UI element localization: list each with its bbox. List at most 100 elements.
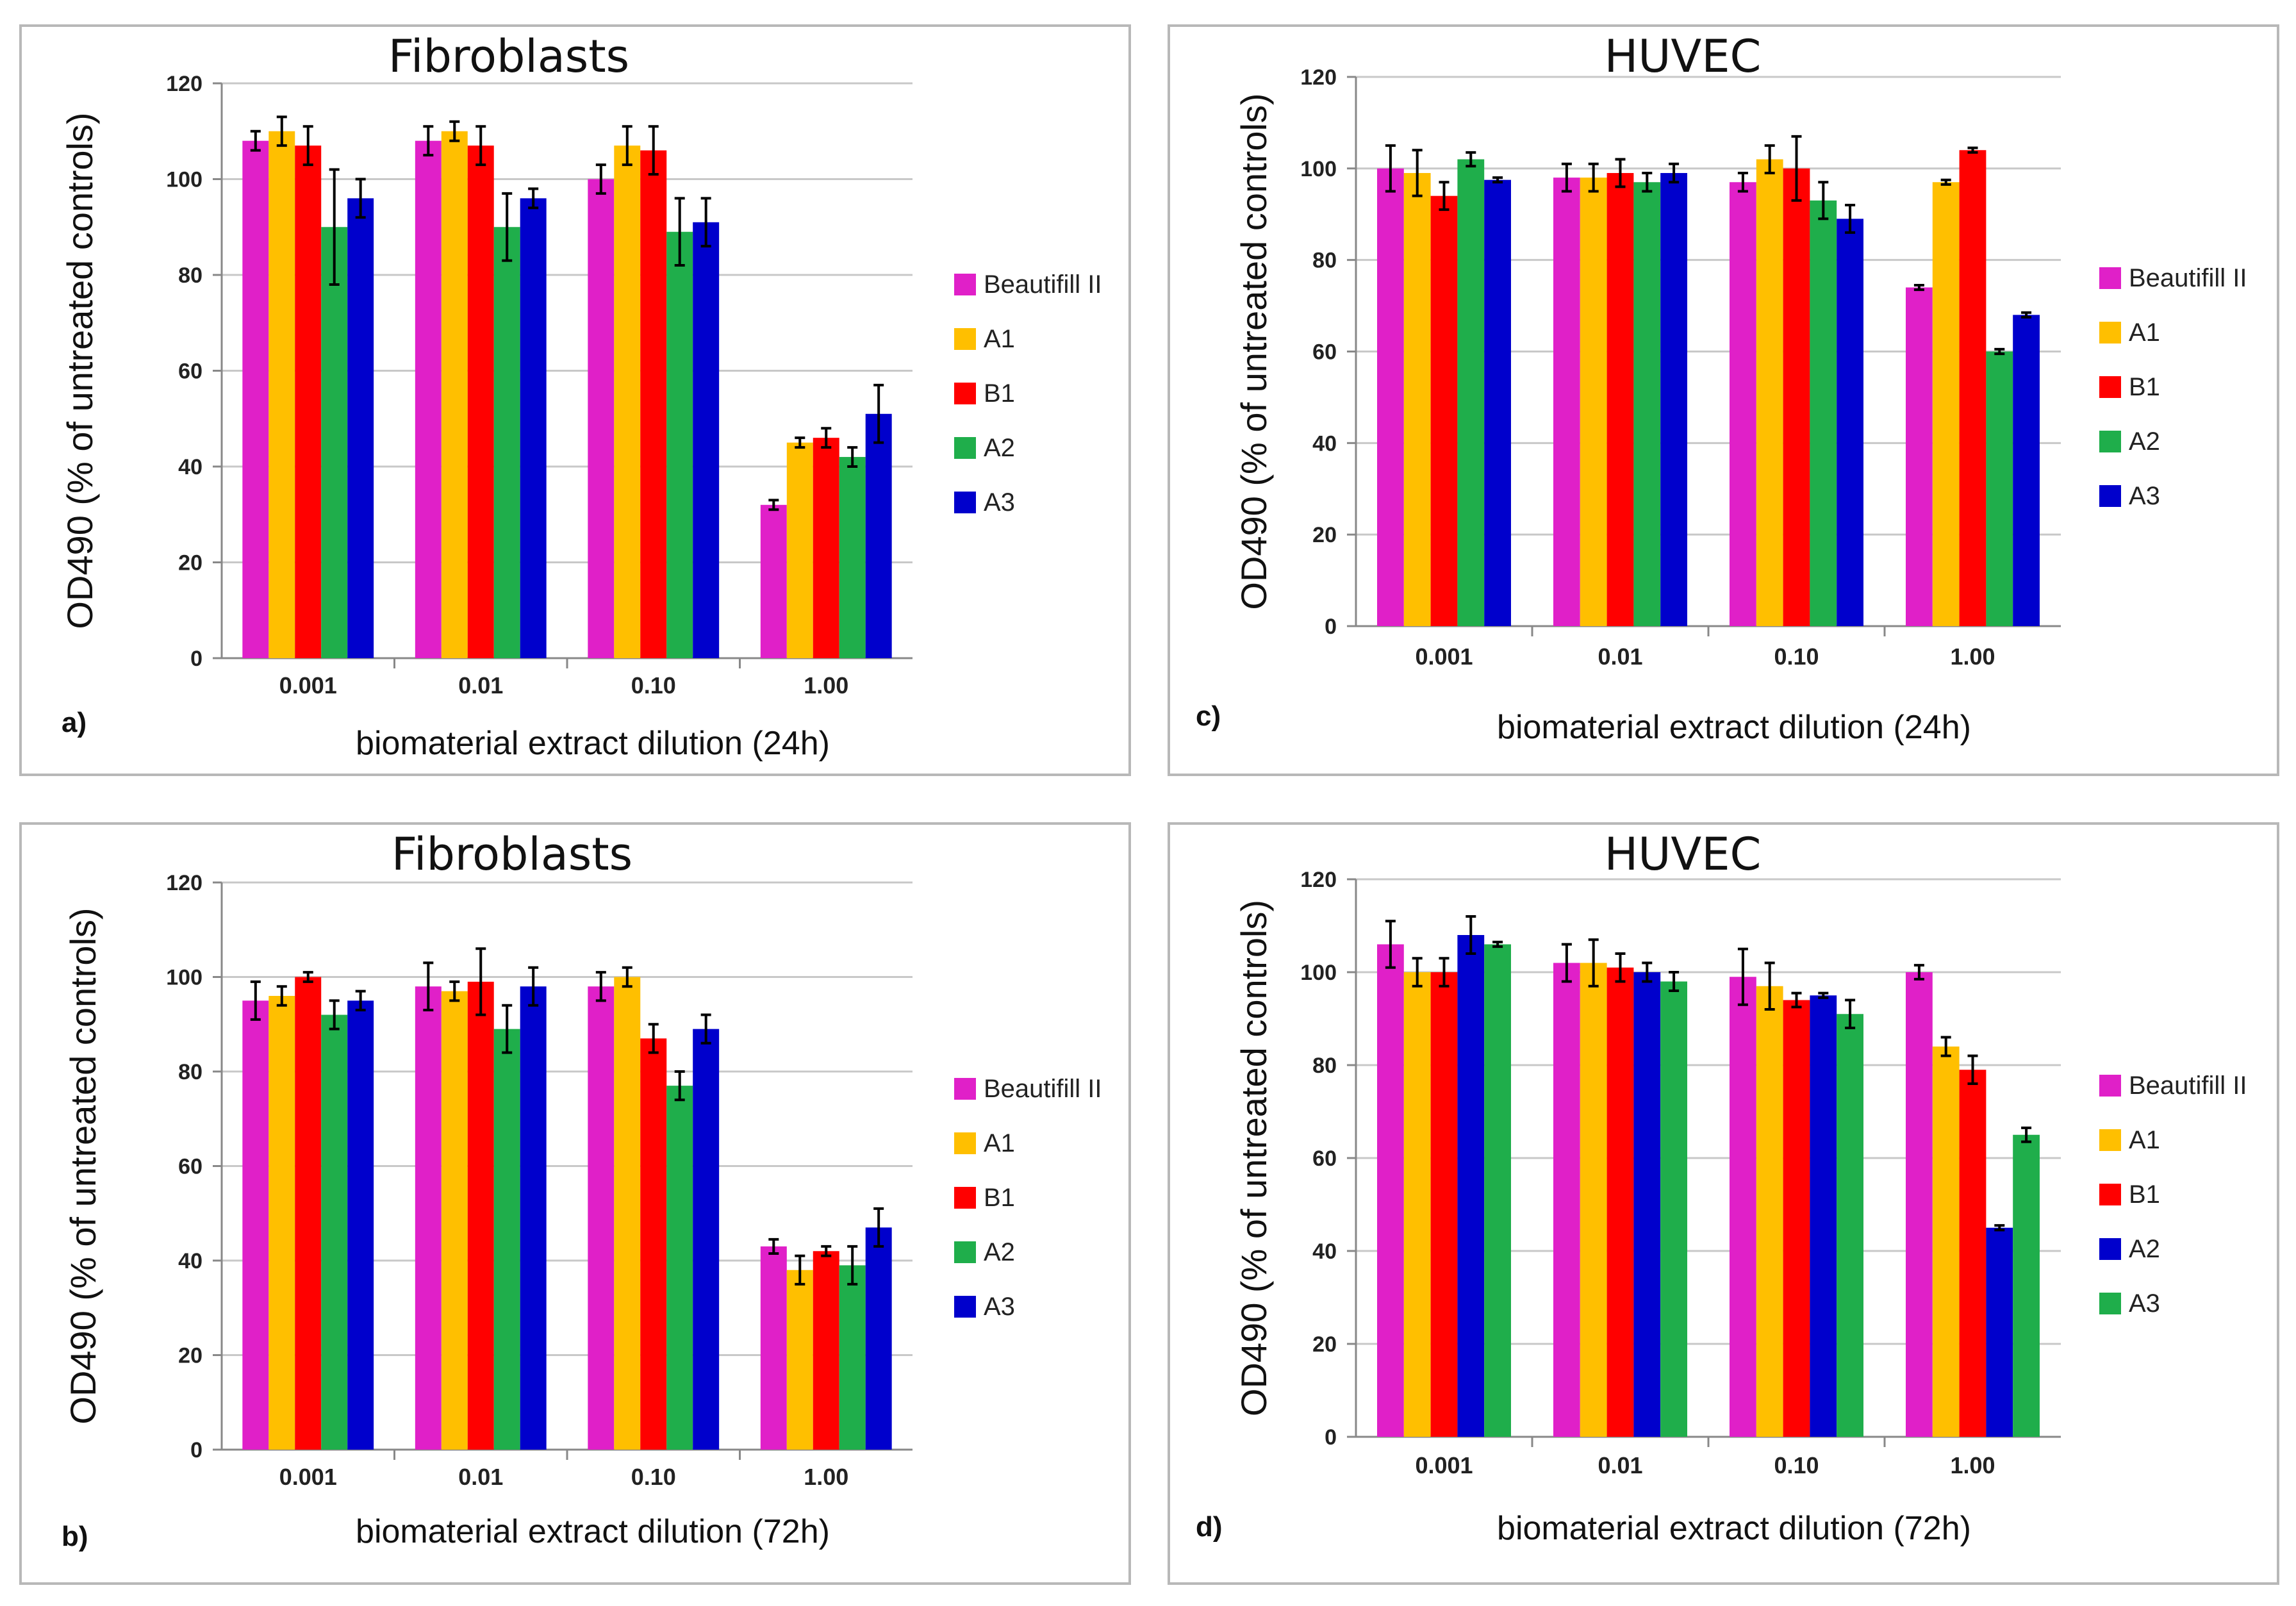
legend-swatch bbox=[954, 1187, 976, 1209]
chart-title: Fibroblasts bbox=[388, 30, 629, 83]
bar-c-a1-3 bbox=[1932, 182, 1960, 627]
legend-label: A3 bbox=[2129, 1289, 2160, 1318]
bar-a-beautifill-ii-2 bbox=[588, 179, 615, 658]
y-tick-label: 100 bbox=[166, 966, 202, 990]
bar-d-a2-0 bbox=[1457, 935, 1485, 1437]
y-tick-label: 60 bbox=[178, 1155, 202, 1179]
legend-label: B1 bbox=[984, 379, 1015, 408]
bar-a-a1-3 bbox=[786, 442, 813, 658]
chart-title: HUVEC bbox=[1605, 30, 1762, 83]
bar-b-beautifill-ii-1 bbox=[415, 986, 442, 1450]
legend-label: Beautifill II bbox=[2129, 1072, 2247, 1100]
legend-swatch bbox=[2099, 267, 2121, 289]
legend-swatch bbox=[2099, 1293, 2121, 1314]
y-tick-label: 40 bbox=[1312, 1239, 1337, 1264]
legend-label: A3 bbox=[984, 1293, 1015, 1321]
bar-d-a1-1 bbox=[1580, 963, 1607, 1437]
bar-b-beautifill-ii-3 bbox=[760, 1246, 787, 1450]
chart-svg-b: Fibroblasts 0 20 40 60 80 100 120 OD490 (% of un… bbox=[62, 828, 1102, 1552]
legend-label: A3 bbox=[2129, 482, 2160, 510]
chart-panel-a: Fibroblasts 0 20 40 60 80 100 120 OD490 (% of un… bbox=[19, 24, 1131, 776]
bar-c-beautifill-ii-0 bbox=[1377, 168, 1404, 626]
bar-a-a2-3 bbox=[839, 457, 866, 658]
bar-c-b1-2 bbox=[1783, 168, 1810, 626]
chart-title: Fibroblasts bbox=[392, 828, 632, 881]
chart-svg-d: HUVEC 0 20 40 60 80 100 120 OD490 (% of untreate… bbox=[1196, 828, 2247, 1547]
y-tick-label: 60 bbox=[178, 360, 202, 384]
x-category-label: 1.00 bbox=[1950, 1452, 1995, 1478]
bar-b-a3-2 bbox=[693, 1029, 720, 1450]
x-axis-label: biomaterial extract dilution (24h) bbox=[1497, 709, 1971, 746]
bar-b-beautifill-ii-0 bbox=[242, 1000, 269, 1450]
legend-swatch bbox=[954, 1132, 976, 1154]
panel-label: d) bbox=[1196, 1511, 1223, 1543]
bar-d-a2-1 bbox=[1633, 972, 1661, 1437]
legend-swatch bbox=[2099, 1129, 2121, 1151]
panel-label: b) bbox=[62, 1521, 88, 1552]
bar-d-a3-3 bbox=[2013, 1134, 2040, 1437]
bar-b-a2-3 bbox=[839, 1265, 866, 1450]
legend-label: A1 bbox=[2129, 1126, 2160, 1154]
bar-d-beautifill-ii-1 bbox=[1553, 963, 1580, 1437]
chart-panel-b: Fibroblasts 0 20 40 60 80 100 120 OD490 (% of un… bbox=[19, 822, 1131, 1585]
y-tick-label: 0 bbox=[190, 1438, 202, 1462]
bar-a-a1-2 bbox=[614, 145, 641, 659]
legend-swatch bbox=[954, 492, 976, 513]
x-category-label: 0.01 bbox=[458, 1464, 503, 1490]
x-category-label: 0.01 bbox=[1598, 643, 1642, 670]
y-tick-label: 80 bbox=[178, 1060, 202, 1084]
y-tick-label: 120 bbox=[1300, 868, 1337, 892]
bar-c-a1-0 bbox=[1403, 172, 1431, 627]
y-tick-label: 100 bbox=[1300, 157, 1337, 181]
bar-d-beautifill-ii-2 bbox=[1730, 977, 1756, 1437]
x-category-label: 0.01 bbox=[1598, 1452, 1642, 1478]
legend-swatch bbox=[2099, 1238, 2121, 1260]
bar-d-b1-1 bbox=[1606, 967, 1634, 1437]
bar-b-a3-1 bbox=[520, 986, 547, 1450]
bar-b-beautifill-ii-2 bbox=[588, 986, 615, 1450]
bar-a-a2-2 bbox=[666, 231, 693, 659]
bar-c-beautifill-ii-3 bbox=[1906, 287, 1933, 626]
bar-b-a2-1 bbox=[493, 1029, 520, 1450]
legend-label: A1 bbox=[2129, 319, 2160, 347]
bar-d-a1-0 bbox=[1403, 972, 1431, 1437]
legend-label: Beautifill II bbox=[2129, 264, 2247, 292]
legend-swatch bbox=[954, 1078, 976, 1100]
bar-d-b1-2 bbox=[1783, 1000, 1810, 1437]
y-tick-label: 120 bbox=[166, 871, 202, 895]
bar-b-b1-2 bbox=[640, 1038, 667, 1450]
bar-c-b1-3 bbox=[1959, 150, 1986, 626]
x-category-label: 0.10 bbox=[631, 672, 676, 699]
x-axis-label: biomaterial extract dilution (24h) bbox=[356, 725, 830, 762]
y-axis-label: OD490 (% of untreated controls) bbox=[1234, 900, 1274, 1416]
y-tick-label: 20 bbox=[178, 1344, 202, 1368]
x-category-label: 0.10 bbox=[631, 1464, 676, 1490]
bar-b-a1-0 bbox=[268, 996, 295, 1450]
legend-swatch bbox=[2099, 485, 2121, 507]
y-tick-label: 80 bbox=[1312, 249, 1337, 273]
y-tick-label: 60 bbox=[1312, 340, 1337, 365]
legend-swatch bbox=[2099, 1184, 2121, 1205]
bar-a-a3-0 bbox=[347, 198, 374, 658]
x-axis-label: biomaterial extract dilution (72h) bbox=[356, 1513, 830, 1550]
y-tick-label: 20 bbox=[178, 551, 202, 575]
panel-label: c) bbox=[1196, 700, 1221, 732]
bar-a-b1-3 bbox=[813, 438, 839, 658]
legend-swatch bbox=[954, 1296, 976, 1318]
legend-label: A2 bbox=[984, 434, 1015, 462]
bar-c-a1-2 bbox=[1756, 159, 1783, 627]
bar-c-a3-0 bbox=[1484, 179, 1511, 626]
legend-swatch bbox=[954, 1241, 976, 1263]
x-category-label: 0.10 bbox=[1774, 1452, 1819, 1478]
x-category-label: 0.001 bbox=[1415, 1452, 1473, 1478]
y-tick-label: 40 bbox=[178, 1249, 202, 1273]
y-tick-label: 100 bbox=[166, 168, 202, 192]
bar-b-a1-1 bbox=[441, 991, 468, 1450]
bar-d-beautifill-ii-0 bbox=[1377, 944, 1404, 1437]
bar-d-a2-3 bbox=[1986, 1227, 2013, 1437]
bar-a-a3-3 bbox=[865, 413, 892, 658]
bar-a-a3-2 bbox=[693, 222, 720, 658]
legend-label: A1 bbox=[984, 1129, 1015, 1157]
y-tick-label: 40 bbox=[1312, 431, 1337, 456]
x-axis-label: biomaterial extract dilution (72h) bbox=[1497, 1510, 1971, 1547]
